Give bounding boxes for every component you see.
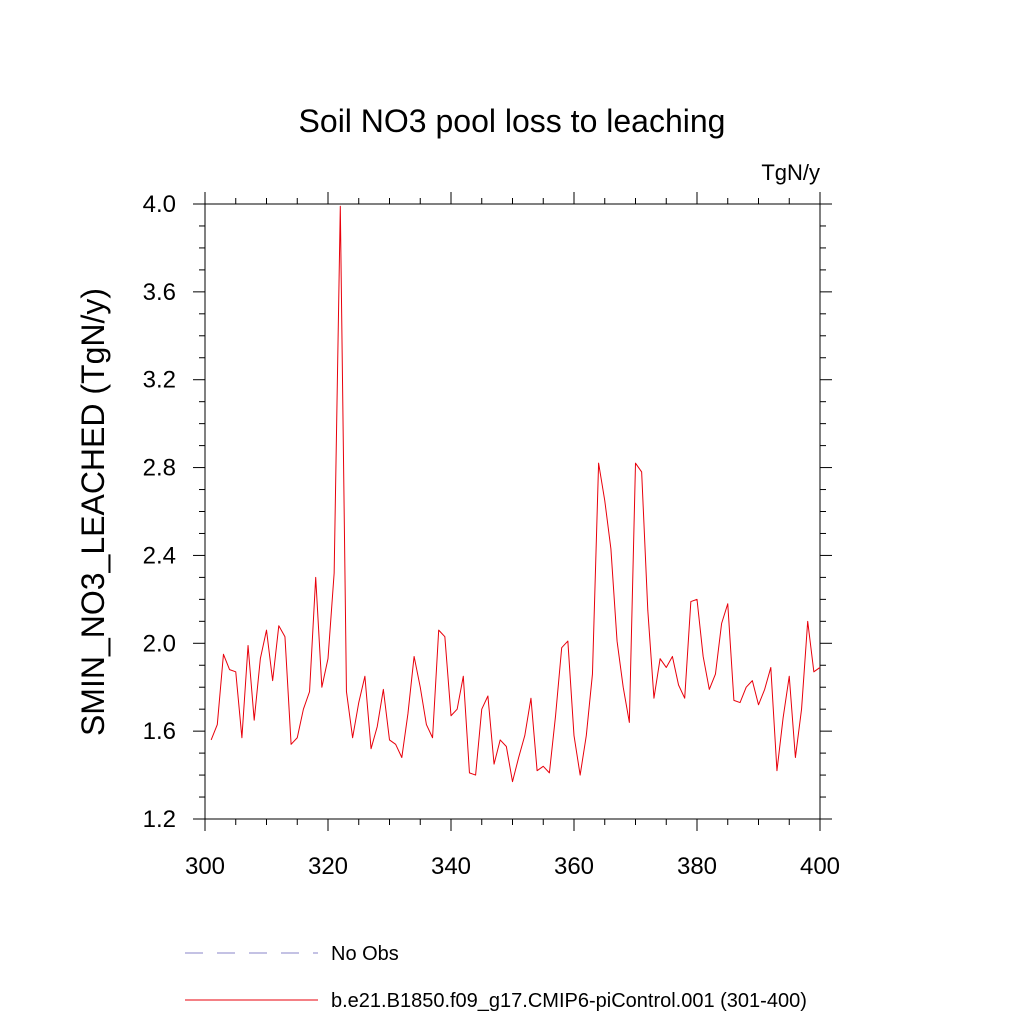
x-tick-label: 360 — [554, 853, 594, 880]
y-tick-label: 2.4 — [143, 542, 176, 569]
y-tick-label: 2.0 — [143, 630, 176, 657]
y-tick-label: 4.0 — [143, 191, 176, 218]
series-line — [210, 205, 821, 783]
units-label: TgN/y — [761, 160, 820, 185]
axis-tick-labels: 300 320 340 360 380 400 1.2 1.6 2.0 2.4 2.8 3.2 3.6 4… — [143, 191, 840, 880]
y-tick-label: 1.2 — [143, 806, 176, 833]
y-tick-label: 3.2 — [143, 367, 176, 394]
x-tick-label: 340 — [431, 853, 471, 880]
plot-frame — [204, 203, 821, 820]
x-tick-label: 380 — [677, 853, 717, 880]
y-tick-label: 1.6 — [143, 718, 176, 745]
legend-label-no-obs: No Obs — [331, 943, 399, 965]
y-tick-label: 2.8 — [143, 455, 176, 482]
axis-ticks — [193, 192, 832, 831]
x-tick-label: 320 — [308, 853, 348, 880]
series-group — [210, 205, 821, 783]
x-tick-label: 400 — [800, 853, 840, 880]
y-axis-label: SMIN_NO3_LEACHED (TgN/y) — [75, 288, 111, 736]
x-tick-label: 300 — [185, 853, 225, 880]
y-tick-label: 3.6 — [143, 279, 176, 306]
legend-label-control: b.e21.B1850.f09_g17.CMIP6-piControl.001 … — [331, 990, 807, 1012]
chart-title: Soil NO3 pool loss to leaching — [299, 103, 726, 139]
legend: No Obs b.e21.B1850.f09_g17.CMIP6-piContr… — [185, 943, 807, 1012]
